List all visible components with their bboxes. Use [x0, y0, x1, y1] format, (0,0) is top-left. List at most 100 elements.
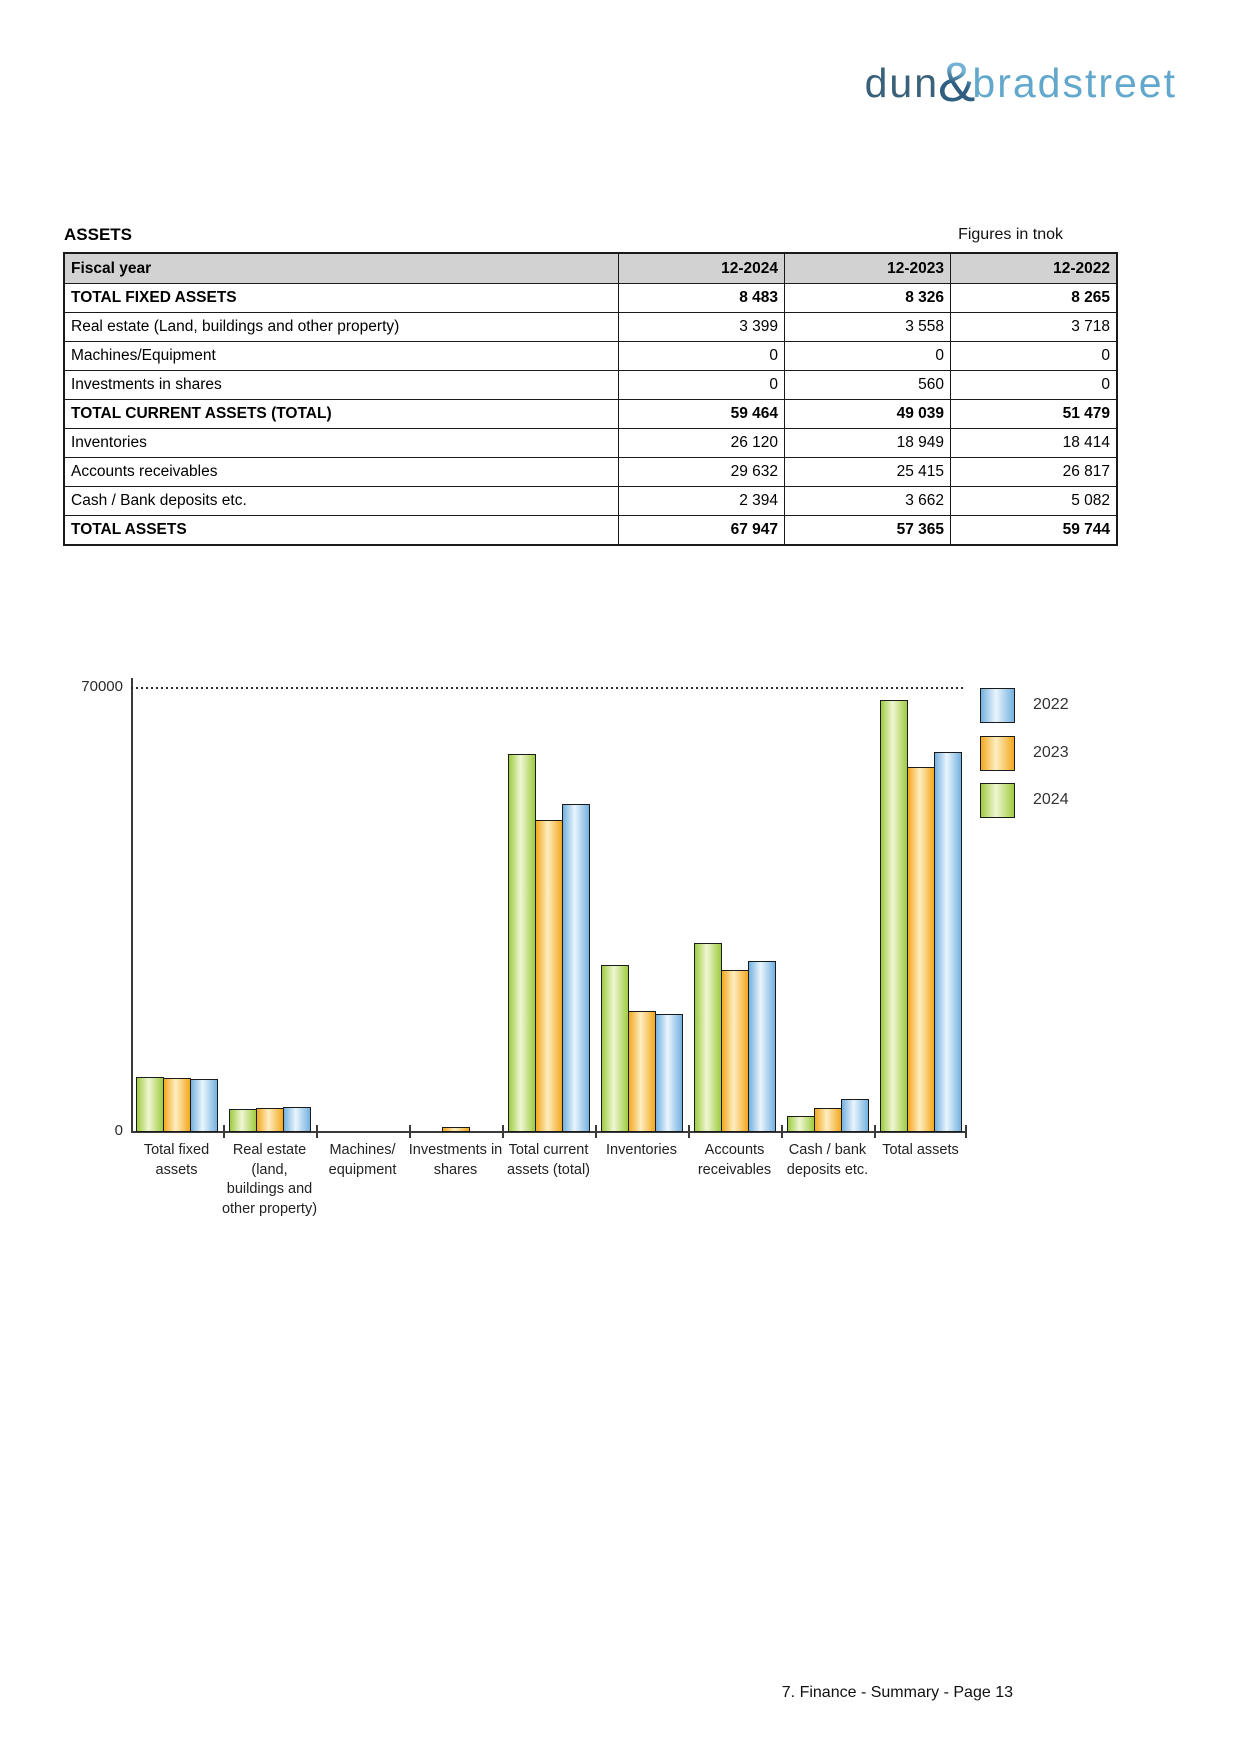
bar-2022 — [655, 1014, 683, 1132]
row-value: 5 082 — [950, 486, 1118, 516]
row-value: 0 — [618, 341, 785, 371]
row-value: 67 947 — [618, 515, 785, 546]
x-axis — [131, 1131, 966, 1133]
assets-table: Fiscal year 12-2024 12-2023 12-2022 TOTA… — [63, 252, 1118, 546]
category-label-line: (land, — [251, 1161, 288, 1178]
category-label-line: Machines/ — [329, 1142, 396, 1158]
table-row: TOTAL CURRENT ASSETS (TOTAL) 59 464 49 039… — [63, 399, 1118, 429]
bar-2023 — [907, 767, 935, 1132]
row-value: 49 039 — [784, 399, 951, 429]
category-label: Total assets — [861, 1141, 981, 1161]
category-label: Inventories — [582, 1141, 702, 1161]
legend-swatch-2024 — [980, 783, 1015, 818]
category-label-line: deposits etc. — [786, 1161, 869, 1178]
x-axis-tick — [874, 1125, 876, 1138]
table-header-row: Fiscal year 12-2024 12-2023 12-2022 — [63, 252, 1118, 284]
row-value: 8 326 — [784, 283, 951, 313]
category-label: Accounts receivables — [675, 1141, 795, 1180]
col-header-2024: 12-2024 — [618, 252, 785, 284]
row-value: 18 949 — [784, 428, 951, 458]
table-row: TOTAL ASSETS 67 947 57 365 59 744 — [63, 515, 1118, 546]
table-row: Inventories 26 120 18 949 18 414 — [63, 428, 1118, 458]
row-label: Accounts receivables — [63, 457, 619, 487]
row-value: 8 483 — [618, 283, 785, 313]
row-value: 0 — [784, 341, 951, 371]
y-axis — [131, 678, 133, 1132]
row-label: Inventories — [63, 428, 619, 458]
category-label-line: Accounts — [704, 1142, 765, 1158]
y-axis-zero-label: 0 — [114, 1122, 123, 1139]
row-label: TOTAL ASSETS — [63, 515, 619, 546]
x-axis-tick — [965, 1125, 967, 1138]
bar-2023 — [442, 1127, 470, 1132]
row-value: 0 — [618, 370, 785, 400]
legend-swatch-2022 — [980, 688, 1015, 723]
bar-2022 — [748, 961, 776, 1132]
bar-2024 — [136, 1077, 164, 1132]
table-body: TOTAL FIXED ASSETS 8 483 8 326 8 265 Real es… — [63, 283, 1118, 546]
gridline-70000 — [131, 687, 966, 689]
category-label-line: receivables — [697, 1161, 772, 1178]
logo-dun: dun — [864, 60, 940, 106]
bar-2024 — [694, 943, 722, 1132]
row-label: TOTAL CURRENT ASSETS (TOTAL) — [63, 399, 619, 429]
bar-2022 — [190, 1079, 218, 1132]
table-row: Real estate (Land, buildings and other p… — [63, 312, 1118, 342]
bar-2024 — [601, 965, 629, 1132]
bar-2023 — [628, 1011, 656, 1132]
logo-ampersand-icon: & — [938, 49, 976, 113]
table-row: Machines/Equipment 0 0 0 — [63, 341, 1118, 371]
legend-label-2022: 2022 — [1033, 696, 1069, 713]
bar-2022 — [841, 1099, 869, 1132]
units-note: Figures in tnok — [958, 226, 1063, 243]
footer-text: 7. Finance - Summary - Page 13 — [781, 1684, 1013, 1701]
legend-label-2023: 2023 — [1033, 744, 1069, 761]
row-value: 8 265 — [950, 283, 1118, 313]
fiscal-year-header: Fiscal year — [63, 252, 619, 284]
legend-label-2024: 2024 — [1033, 791, 1069, 808]
bar-2023 — [535, 820, 563, 1132]
category-label-line: Total fixed — [143, 1142, 210, 1158]
section-title: ASSETS — [64, 225, 133, 244]
logo: dun & bradstreet — [864, 49, 1177, 113]
row-value: 0 — [950, 370, 1118, 400]
category-label-line: Total current — [508, 1142, 589, 1158]
row-value: 3 662 — [784, 486, 951, 516]
row-value: 560 — [784, 370, 951, 400]
row-label: Machines/Equipment — [63, 341, 619, 371]
table-row: Cash / Bank deposits etc. 2 394 3 662 5 082 — [63, 486, 1118, 516]
bar-2024 — [508, 754, 536, 1132]
category-label-line: Cash / bank — [788, 1142, 867, 1158]
row-value: 51 479 — [950, 399, 1118, 429]
row-value: 59 744 — [950, 515, 1118, 546]
x-axis-tick — [781, 1125, 783, 1138]
row-value: 3 718 — [950, 312, 1118, 342]
col-header-2022: 12-2022 — [950, 252, 1118, 284]
table-row: Investments in shares 0 560 0 — [63, 370, 1118, 400]
table-row: TOTAL FIXED ASSETS 8 483 8 326 8 265 — [63, 283, 1118, 313]
category-label: Total current assets (total) — [489, 1141, 609, 1180]
category-label: Real estate (land, buildings and other prop… — [210, 1141, 330, 1219]
category-label-line: assets — [155, 1161, 198, 1178]
category-label-line: buildings and — [226, 1181, 313, 1197]
x-axis-tick — [316, 1125, 318, 1138]
category-label-line: Inventories — [606, 1142, 677, 1158]
row-label: Investments in shares — [63, 370, 619, 400]
row-value: 18 414 — [950, 428, 1118, 458]
row-value: 26 817 — [950, 457, 1118, 487]
row-label: Cash / Bank deposits etc. — [63, 486, 619, 516]
bar-2023 — [721, 970, 749, 1132]
category-label-line: other property) — [221, 1200, 318, 1217]
x-axis-tick — [595, 1125, 597, 1138]
category-label-line: assets (total) — [507, 1161, 590, 1178]
category-label-line: shares — [433, 1161, 478, 1178]
row-value: 57 365 — [784, 515, 951, 546]
bar-2024 — [787, 1116, 815, 1132]
bar-2022 — [562, 804, 590, 1132]
category-label-line: equipment — [328, 1161, 397, 1178]
bar-2023 — [163, 1078, 191, 1132]
logo-bradstreet: bradstreet — [972, 60, 1177, 106]
category-label: Investments in shares — [396, 1141, 516, 1180]
bar-2024 — [229, 1109, 257, 1132]
